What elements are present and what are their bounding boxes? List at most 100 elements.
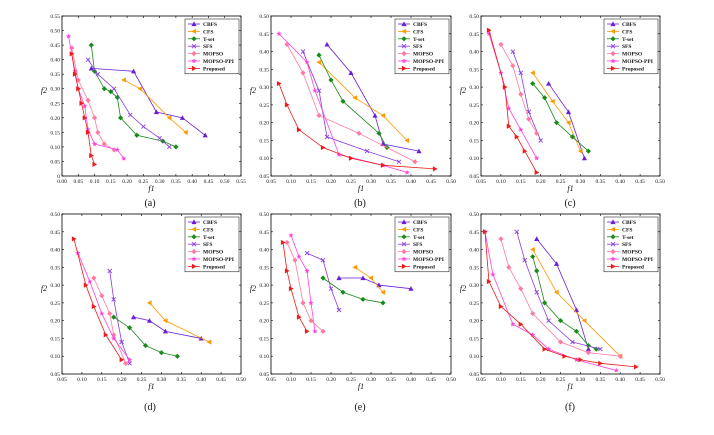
series-line <box>354 266 384 293</box>
data-point <box>546 80 552 86</box>
data-point <box>320 328 326 334</box>
x-tick-label: 0.15 <box>516 377 526 383</box>
data-point <box>486 278 492 285</box>
data-point <box>296 127 302 133</box>
data-point <box>284 41 290 48</box>
data-point <box>288 232 294 238</box>
legend-label: CFS <box>413 29 423 35</box>
data-point <box>534 289 540 295</box>
data-point <box>92 161 98 167</box>
y-tick-label: 0.30 <box>50 87 60 93</box>
legend-label: MOPSO-PPI <box>203 257 234 263</box>
x-tick-label: 0.50 <box>655 179 665 185</box>
data-point <box>128 112 133 118</box>
y-tick-label: 0.05 <box>50 372 60 378</box>
series-line <box>77 252 130 361</box>
y-tick-label: 0.30 <box>469 85 479 91</box>
data-point <box>71 236 77 242</box>
legend-label: CBFS <box>622 220 636 226</box>
legend-marker <box>191 256 197 262</box>
x-axis-label: f1 <box>148 382 154 391</box>
legend-entry: CFS <box>398 226 423 233</box>
data-point <box>510 49 516 54</box>
legend-entry: MOPSO <box>398 51 434 58</box>
legend-marker <box>401 256 407 262</box>
x-tick-label: 0.40 <box>187 179 197 185</box>
legend-entry: SFS <box>398 241 422 248</box>
y-tick-label: 0.50 <box>259 14 269 20</box>
legend-entry: CBFS <box>188 219 217 226</box>
data-point <box>416 148 422 154</box>
data-point <box>557 339 564 345</box>
data-point <box>117 115 124 121</box>
y-tick-label: 0.15 <box>469 138 479 144</box>
legend-marker <box>401 241 407 247</box>
data-point <box>85 129 91 135</box>
data-point <box>157 135 162 141</box>
series-sfs <box>85 57 172 150</box>
data-point <box>131 314 137 320</box>
legend-marker <box>610 51 616 57</box>
y-tick-label: 0.10 <box>259 156 269 162</box>
x-tick-label: 0.45 <box>635 377 645 383</box>
x-tick-label: 0.20 <box>326 377 336 383</box>
series-line <box>71 53 95 165</box>
legend-entry: MOPSO-PPI <box>607 256 653 263</box>
data-point <box>288 286 294 292</box>
legend-entry: T-set <box>607 234 634 241</box>
y-tick-label: 0.25 <box>259 301 269 307</box>
plot-frame <box>480 213 661 375</box>
legend-marker <box>401 28 407 34</box>
legend-label: MOPSO <box>203 250 224 256</box>
y-tick-label: 0.45 <box>469 230 479 236</box>
data-point <box>91 275 97 281</box>
x-tick-label: 0.10 <box>286 179 296 185</box>
legend-marker <box>191 219 197 225</box>
series-line <box>109 270 130 364</box>
x-tick-label: 0.40 <box>196 377 206 383</box>
data-point <box>174 353 180 359</box>
series-line <box>318 61 408 141</box>
y-tick-label: 0.35 <box>259 265 269 271</box>
data-point <box>276 80 282 87</box>
series-mopso <box>498 236 623 359</box>
data-point <box>557 318 564 324</box>
data-point <box>324 41 330 47</box>
legend-entry: CFS <box>188 226 213 233</box>
panel-label: (b) <box>354 198 366 209</box>
data-point <box>316 112 322 119</box>
legend-entry: CBFS <box>607 219 636 226</box>
series-cbfs <box>336 275 414 291</box>
legend-label: Proposed <box>203 66 225 72</box>
x-tick-label: 0.10 <box>496 179 506 185</box>
legend-entry: MOPSO <box>188 249 224 256</box>
y-tick-label: 0.20 <box>259 121 269 127</box>
legend-marker <box>610 256 616 262</box>
legend-label: SFS <box>413 44 422 50</box>
data-point <box>95 129 101 135</box>
legend-label: CBFS <box>203 220 217 226</box>
data-point <box>634 364 639 370</box>
x-tick-label: 0.35 <box>386 377 396 383</box>
y-tick-label: 0.40 <box>50 58 60 64</box>
legend-entry: MOPSO <box>398 249 434 256</box>
legend-label: MOPSO <box>413 250 434 256</box>
data-point <box>308 318 314 324</box>
data-point <box>119 357 125 363</box>
data-point <box>127 361 132 366</box>
data-point <box>336 275 342 281</box>
data-point <box>114 94 120 101</box>
legend-label: T-set <box>413 37 425 43</box>
data-point <box>569 134 576 140</box>
y-tick-label: 0.25 <box>469 301 479 307</box>
data-point <box>585 148 591 154</box>
data-point <box>316 52 322 58</box>
x-tick-label: 0.30 <box>155 179 165 185</box>
legend-entry: Proposed <box>188 65 225 72</box>
data-point <box>412 159 418 165</box>
data-point <box>300 70 306 76</box>
panel-label: (a) <box>144 198 155 209</box>
legend-label: CFS <box>203 227 213 233</box>
y-tick-label: 0.45 <box>50 43 60 49</box>
